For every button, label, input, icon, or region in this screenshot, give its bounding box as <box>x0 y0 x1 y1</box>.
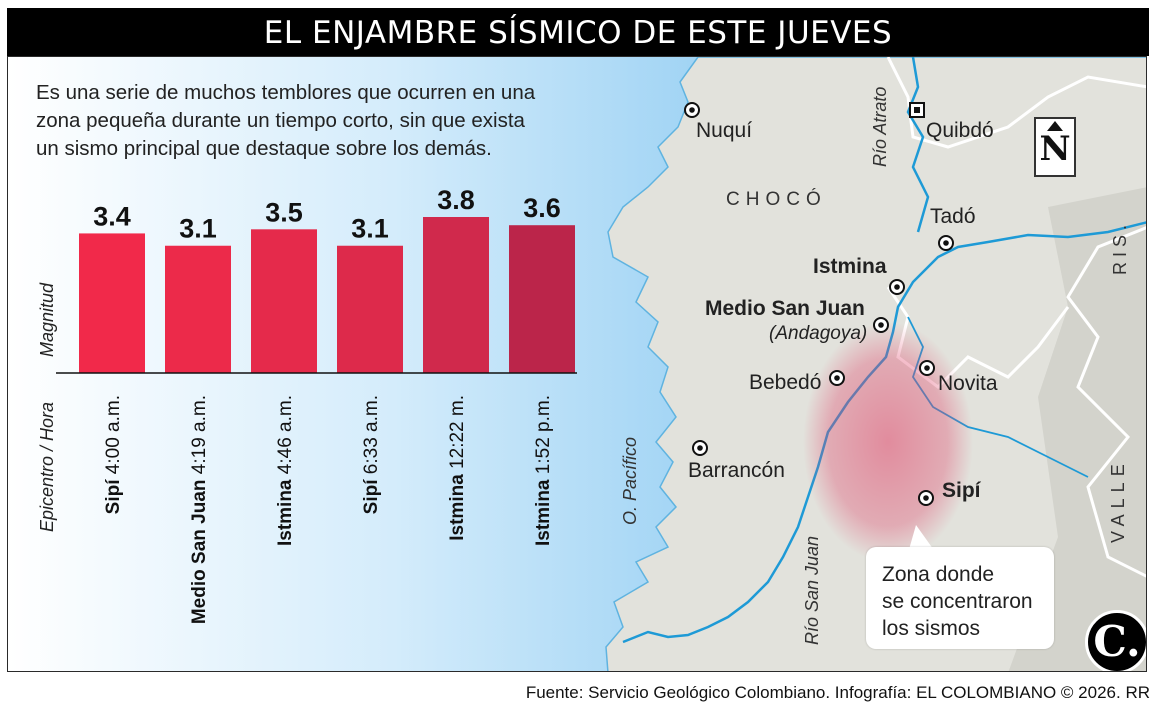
callout-line: los sismos <box>882 617 981 640</box>
city-marker <box>829 370 845 386</box>
river-atrato <box>906 57 930 233</box>
category-place: Medio San Juan <box>189 474 210 624</box>
city-tado: Tadó <box>930 205 976 228</box>
category-label: Sipí 6:33 a.m. <box>361 395 382 514</box>
category-label: Istmina 12:22 m. <box>447 395 468 541</box>
callout-line: se concentraron <box>882 590 1033 613</box>
city-marker <box>684 102 700 118</box>
city-marker <box>919 360 935 376</box>
category-time: 4:19 a.m. <box>189 395 210 474</box>
north-label: N <box>1039 129 1071 169</box>
intro-line: zona pequeña durante un tiempo corto, si… <box>36 109 525 132</box>
category-label: Sipí 4:00 a.m. <box>103 395 124 514</box>
category-place: Istmina <box>533 474 554 546</box>
category-time: 4:00 a.m. <box>103 395 124 474</box>
city-istmina: Istmina <box>813 255 887 278</box>
bar-value-label: 3.5 <box>265 197 303 227</box>
category-place: Istmina <box>275 474 296 546</box>
map <box>8 57 1146 671</box>
city-barrancon: Barrancón <box>688 459 785 482</box>
city-marker <box>889 279 905 295</box>
y-axis-label: Magnitud <box>37 282 57 357</box>
x-axis-label: Epicentro / Hora <box>37 402 57 532</box>
callout-line: Zona donde <box>882 563 995 586</box>
city-marker <box>938 235 954 251</box>
bar <box>509 225 575 373</box>
category-label: Istmina 1:52 p.m. <box>533 395 554 546</box>
bar-value-label: 3.4 <box>93 201 131 231</box>
category-label: Medio San Juan 4:19 a.m. <box>189 395 210 624</box>
bar-value-label: 3.1 <box>351 214 389 244</box>
city-quibdo: Quibdó <box>926 119 994 142</box>
page-title: EL ENJAMBRE SÍSMICO DE ESTE JUEVES <box>263 15 893 51</box>
title-bar: EL ENJAMBRE SÍSMICO DE ESTE JUEVES <box>7 8 1149 56</box>
bar <box>79 233 145 373</box>
bar-value-label: 3.6 <box>523 193 561 223</box>
bar <box>251 229 317 373</box>
city-marker <box>692 440 708 456</box>
category-time: 12:22 m. <box>447 395 468 469</box>
region-choco: CHOCÓ <box>726 189 827 210</box>
bar-value-label: 3.1 <box>179 214 217 244</box>
bar <box>337 245 403 373</box>
el-colombiano-logo: C. <box>1085 610 1146 671</box>
bar <box>423 217 489 373</box>
city-medio-san-juan: Medio San Juan <box>705 297 865 320</box>
category-time: 6:33 a.m. <box>361 395 382 474</box>
source-credit: Fuente: Servicio Geológico Colombiano. I… <box>525 683 1150 702</box>
land-east-shade <box>1008 187 1146 671</box>
intro-line: un sismo principal que destaque sobre lo… <box>36 137 492 160</box>
capital-marker <box>909 102 925 118</box>
map-markers <box>684 102 954 553</box>
city-nuqui: Nuquí <box>696 119 753 142</box>
city-andagoya: (Andagoya) <box>769 323 868 344</box>
north-arrow-icon: N <box>1034 117 1076 177</box>
city-bebedo: Bebedó <box>749 371 822 394</box>
city-marker <box>873 317 889 333</box>
category-place: Istmina <box>447 469 468 541</box>
callout-pointer <box>908 525 936 553</box>
infographic-frame: Es una serie de muchos temblores que ocu… <box>7 56 1147 672</box>
category-time: 4:46 a.m. <box>275 395 296 474</box>
category-place: Sipí <box>103 474 124 514</box>
bar-chart: Magnitud Epicentro / Hora 3.4 Sipí 4:00 a.m… <box>37 185 577 624</box>
category-time: 1:52 p.m. <box>533 395 554 474</box>
category-place: Sipí <box>361 474 382 514</box>
category-label: Istmina 4:46 a.m. <box>275 395 296 546</box>
bar <box>165 245 231 373</box>
city-sipi: Sipí <box>942 479 981 502</box>
city-marker <box>918 490 934 506</box>
bar-value-label: 3.8 <box>437 185 475 215</box>
city-novita: Novita <box>938 372 998 395</box>
intro-line: Es una serie de muchos temblores que ocu… <box>36 81 536 104</box>
callout-box: Zona donde se concentraron los sismos <box>866 547 1054 649</box>
intro-text: Es una serie de muchos temblores que ocu… <box>36 79 596 163</box>
